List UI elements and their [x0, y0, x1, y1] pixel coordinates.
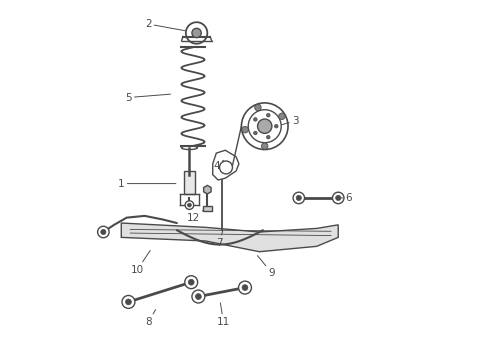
Polygon shape	[122, 223, 338, 252]
Circle shape	[185, 201, 194, 210]
Text: 10: 10	[131, 251, 150, 275]
Circle shape	[296, 195, 301, 201]
Circle shape	[255, 104, 261, 111]
Circle shape	[267, 135, 270, 139]
FancyBboxPatch shape	[184, 171, 195, 194]
Circle shape	[101, 229, 106, 235]
Text: 7: 7	[216, 231, 222, 248]
Circle shape	[196, 294, 201, 300]
Circle shape	[258, 119, 272, 134]
Circle shape	[188, 279, 194, 285]
Text: 9: 9	[258, 256, 275, 278]
Circle shape	[293, 192, 304, 204]
Circle shape	[242, 285, 248, 291]
Circle shape	[185, 276, 197, 289]
Circle shape	[279, 113, 285, 120]
Circle shape	[254, 118, 257, 121]
Circle shape	[192, 28, 201, 38]
Circle shape	[336, 195, 341, 201]
Text: 5: 5	[125, 93, 171, 103]
FancyBboxPatch shape	[203, 206, 212, 211]
Circle shape	[122, 296, 135, 309]
Text: 11: 11	[217, 303, 230, 327]
Circle shape	[254, 131, 257, 135]
Text: 1: 1	[118, 179, 176, 189]
Text: 12: 12	[186, 210, 203, 222]
Text: 2: 2	[145, 19, 185, 31]
Circle shape	[239, 281, 251, 294]
Text: 8: 8	[145, 310, 156, 327]
Circle shape	[274, 125, 278, 128]
Circle shape	[267, 113, 270, 117]
Circle shape	[333, 192, 344, 204]
Circle shape	[262, 143, 268, 149]
Circle shape	[125, 299, 131, 305]
Circle shape	[242, 126, 248, 133]
Circle shape	[188, 203, 192, 207]
Circle shape	[98, 226, 109, 238]
Circle shape	[192, 290, 205, 303]
Text: 3: 3	[282, 116, 298, 126]
Text: 4: 4	[213, 160, 223, 171]
Text: 6: 6	[339, 193, 352, 203]
